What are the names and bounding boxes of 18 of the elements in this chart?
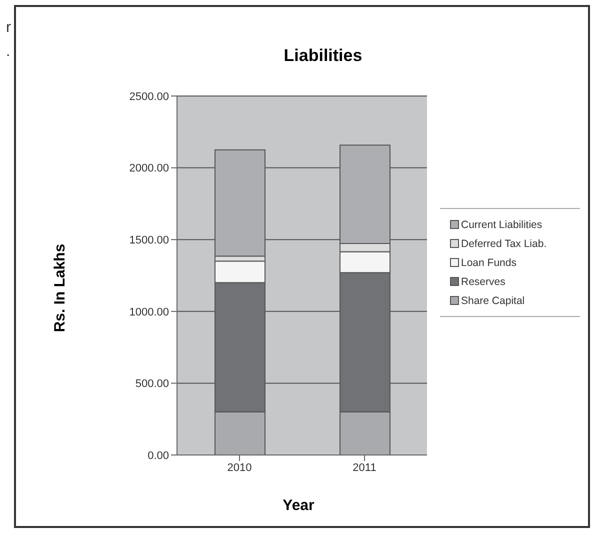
y-axis-title: Rs. In Lakhs [52, 244, 68, 332]
legend-label: Share Capital [461, 294, 525, 306]
chart-title: Liabilities [282, 46, 364, 66]
y-tick-label: 2000.00 [129, 162, 169, 175]
y-tick-label: 1000.00 [129, 306, 169, 318]
legend-label: Current Liabilities [461, 218, 542, 230]
x-tick-label: 2011 [352, 462, 376, 474]
y-tick-label: 1500.00 [129, 234, 169, 247]
y-tick-label: 0.00 [148, 450, 169, 462]
y-tick-label: 2500.00 [129, 90, 169, 103]
x-tick-label: 2010 [227, 462, 252, 474]
x-axis-title: Year [282, 497, 316, 514]
text: . [6, 43, 10, 60]
text: r [6, 19, 11, 36]
legend-label: Loan Funds [461, 256, 516, 268]
legend-label: Deferred Tax Liab. [461, 238, 547, 250]
legend-label: Reserves [461, 276, 506, 288]
y-tick-label: 500.00 [135, 378, 169, 390]
